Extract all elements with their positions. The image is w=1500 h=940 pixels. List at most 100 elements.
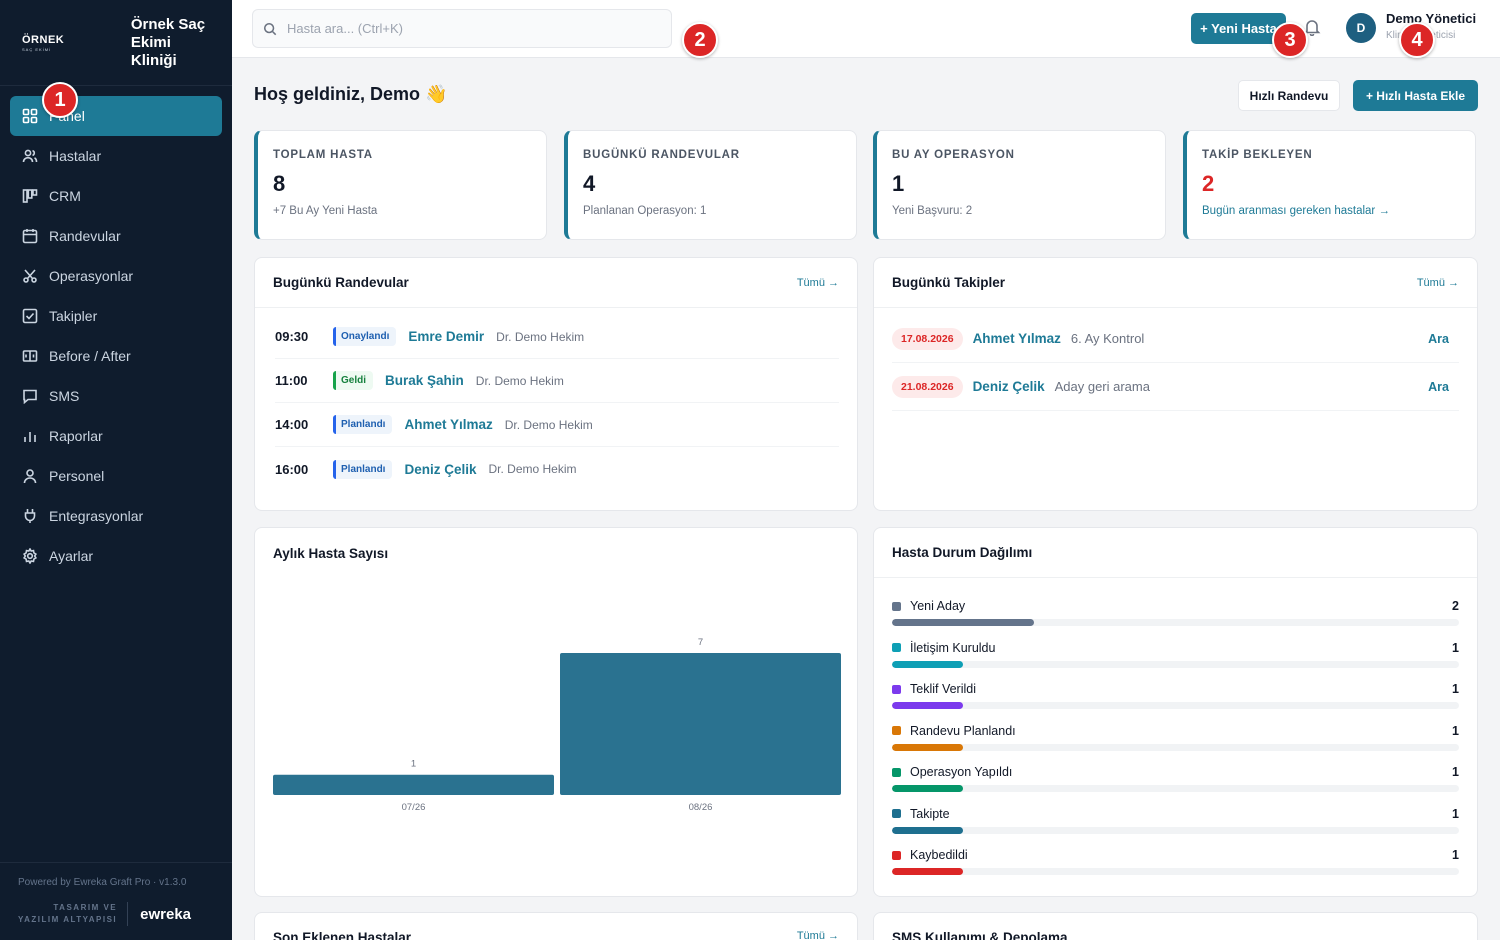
notifications-button[interactable] xyxy=(1303,18,1323,38)
design-label-line-1: TASARIM VE xyxy=(53,903,118,912)
status-progress-track xyxy=(892,868,1459,875)
user-name[interactable]: Demo Yönetici xyxy=(1386,11,1477,26)
dashboard-icon xyxy=(22,108,38,124)
status-row-header: İletişim Kuruldu 1 xyxy=(892,640,1459,656)
sidebar-item-ayarlar[interactable]: Ayarlar xyxy=(10,536,222,576)
card-title: Son Eklenen Hastalar xyxy=(273,930,412,940)
view-all-link[interactable]: Tümü → xyxy=(796,930,839,940)
sidebar-item-takipler[interactable]: Takipler xyxy=(10,296,222,336)
chart-bar[interactable] xyxy=(273,774,554,795)
followup-row[interactable]: 21.08.2026 Deniz Çelik Aday geri arama A… xyxy=(892,363,1459,411)
ewreka-logo[interactable]: ewreka xyxy=(140,905,192,923)
kanban-icon xyxy=(22,189,38,203)
appointment-row[interactable]: 14:00 Planlandı Ahmet Yılmaz Dr. Demo He… xyxy=(275,403,839,447)
call-button[interactable]: Ara xyxy=(1428,379,1449,394)
status-row-header: Operasyon Yapıldı 1 xyxy=(892,764,1459,780)
search-input[interactable] xyxy=(287,21,647,36)
sidebar-item-sms[interactable]: SMS xyxy=(10,376,222,416)
sidebar-item-randevular[interactable]: Randevular xyxy=(10,216,222,256)
followup-note: 6. Ay Kontrol xyxy=(1070,331,1145,346)
status-progress-fill xyxy=(892,868,963,875)
sidebar-item-crm[interactable]: CRM xyxy=(10,176,222,216)
call-button[interactable]: Ara xyxy=(1428,331,1449,346)
status-count: 1 xyxy=(1452,682,1459,696)
view-all-link[interactable]: Tümü → xyxy=(796,276,839,289)
card-header: Hasta Durum Dağılımı xyxy=(874,528,1477,578)
sidebar-item-label: Raporlar xyxy=(49,428,103,444)
patient-name-link[interactable]: Ahmet Yılmaz xyxy=(972,331,1061,346)
call-today-link[interactable]: Bugün aranması gereken hastalar → xyxy=(1202,205,1390,217)
patient-name-link[interactable]: Ahmet Yılmaz xyxy=(404,417,493,432)
monthly-bar-chart: 1 07/26 7 08/26 xyxy=(273,637,841,813)
patient-name-link[interactable]: Emre Demir xyxy=(408,329,485,344)
search-box[interactable] xyxy=(252,9,672,48)
doctor-name: Dr. Demo Hekim xyxy=(504,417,593,432)
status-progress-track xyxy=(892,619,1459,626)
view-all-link[interactable]: Tümü → xyxy=(1416,276,1459,289)
sidebar-item-raporlar[interactable]: Raporlar xyxy=(10,416,222,456)
status-color-dot xyxy=(892,684,901,694)
status-badge: Planlandı xyxy=(333,459,393,479)
status-progress-fill xyxy=(892,619,1034,626)
status-color-dot xyxy=(892,601,901,611)
status-label: İletişim Kuruldu xyxy=(910,640,996,655)
stat-value: 1 xyxy=(892,171,905,196)
design-label: TASARIM VE YAZILIM ALTYAPISI xyxy=(18,902,129,926)
users-icon xyxy=(22,149,38,163)
avatar[interactable]: D xyxy=(1346,13,1376,43)
patient-name-link[interactable]: Burak Şahin xyxy=(385,373,464,388)
sidebar-item-before-after[interactable]: Before / After xyxy=(10,336,222,376)
main-content: Hoş geldiniz, Demo 👋 Hızlı Randevu + Hız… xyxy=(232,58,1500,940)
bar-chart-icon xyxy=(24,432,36,442)
card-header: Aylık Hasta Sayısı xyxy=(255,528,857,578)
card-header: SMS Kullanımı & Depolama xyxy=(874,913,1477,940)
status-distribution-card: Hasta Durum Dağılımı Yeni Aday 2 İletişim … xyxy=(873,527,1478,897)
stat-value: 8 xyxy=(273,171,286,196)
sidebar-item-hastalar[interactable]: Hastalar xyxy=(10,136,222,176)
stat-card-total-patients[interactable]: TOPLAM HASTA 8 +7 Bu Ay Yeni Hasta xyxy=(254,130,547,240)
status-count: 1 xyxy=(1452,765,1459,779)
status-row-header: Teklif Verildi 1 xyxy=(892,681,1459,697)
stat-card-pending-followups[interactable]: TAKİP BEKLEYEN 2 Bugün aranması gereken … xyxy=(1183,130,1476,240)
appointment-row[interactable]: 09:30 Onaylandı Emre Demir Dr. Demo Heki… xyxy=(275,315,839,359)
followup-row[interactable]: 17.08.2026 Ahmet Yılmaz 6. Ay Kontrol Ar… xyxy=(892,315,1459,363)
quick-add-patient-button[interactable]: + Hızlı Hasta Ekle xyxy=(1353,80,1478,111)
status-color-dot xyxy=(892,767,901,777)
appointment-row[interactable]: 11:00 Geldi Burak Şahin Dr. Demo Hekim xyxy=(275,359,839,403)
sidebar-item-personel[interactable]: Personel xyxy=(10,456,222,496)
logo-text: ÖRNEK xyxy=(22,33,65,46)
bell-icon xyxy=(1303,20,1321,37)
card-title: Bugünkü Randevular xyxy=(273,275,409,290)
patient-name-link[interactable]: Deniz Çelik xyxy=(972,379,1045,394)
sidebar-footer: Powered by Ewreka Graft Pro · v1.3.0 TAS… xyxy=(0,862,232,940)
doctor-name: Dr. Demo Hekim xyxy=(475,373,564,388)
stat-value: 2 xyxy=(1202,171,1215,196)
status-progress-fill xyxy=(892,785,963,792)
sidebar-item-label: Takipler xyxy=(49,308,98,324)
sidebar-item-operasyonlar[interactable]: Operasyonlar xyxy=(10,256,222,296)
recent-patients-card: Son Eklenen Hastalar Tümü → xyxy=(254,912,858,940)
status-progress-track xyxy=(892,660,1459,668)
appointment-row[interactable]: 16:00 Planlandı Deniz Çelik Dr. Demo Hek… xyxy=(275,447,839,491)
logo-subtext: SAÇ EKİMİ xyxy=(22,46,52,52)
design-credit: TASARIM VE YAZILIM ALTYAPISI ewreka xyxy=(18,902,214,926)
status-row: Kaybedildi 1 xyxy=(892,847,1459,875)
stat-label: TAKİP BEKLEYEN xyxy=(1202,149,1313,161)
sidebar-nav: Panel Hastalar CRM Randevular Operasyonl… xyxy=(0,86,232,576)
chart-bar[interactable] xyxy=(560,653,841,795)
status-progress-track xyxy=(892,785,1459,792)
followup-date-badge: 17.08.2026 xyxy=(892,327,963,350)
stat-card-today-appointments[interactable]: BUGÜNKÜ RANDEVULAR 4 Planlanan Operasyon… xyxy=(564,130,857,240)
new-patient-button[interactable]: + Yeni Hasta xyxy=(1191,13,1286,44)
doctor-name: Dr. Demo Hekim xyxy=(488,462,577,476)
sidebar-item-entegrasyonlar[interactable]: Entegrasyonlar xyxy=(10,496,222,536)
patient-name-link[interactable]: Deniz Çelik xyxy=(404,461,477,477)
followup-date-badge: 21.08.2026 xyxy=(892,375,963,398)
clinic-logo[interactable]: ÖRNEK SAÇ EKİMİ xyxy=(22,34,131,52)
checklist-icon xyxy=(22,308,38,324)
status-row-header: Takipte 1 xyxy=(892,806,1459,822)
stat-card-month-operations[interactable]: BU AY OPERASYON 1 Yeni Başvuru: 2 xyxy=(873,130,1166,240)
quick-appointment-button[interactable]: Hızlı Randevu xyxy=(1238,80,1340,111)
page-title: Hoş geldiniz, Demo 👋 xyxy=(254,84,448,104)
scissors-icon xyxy=(23,269,37,283)
